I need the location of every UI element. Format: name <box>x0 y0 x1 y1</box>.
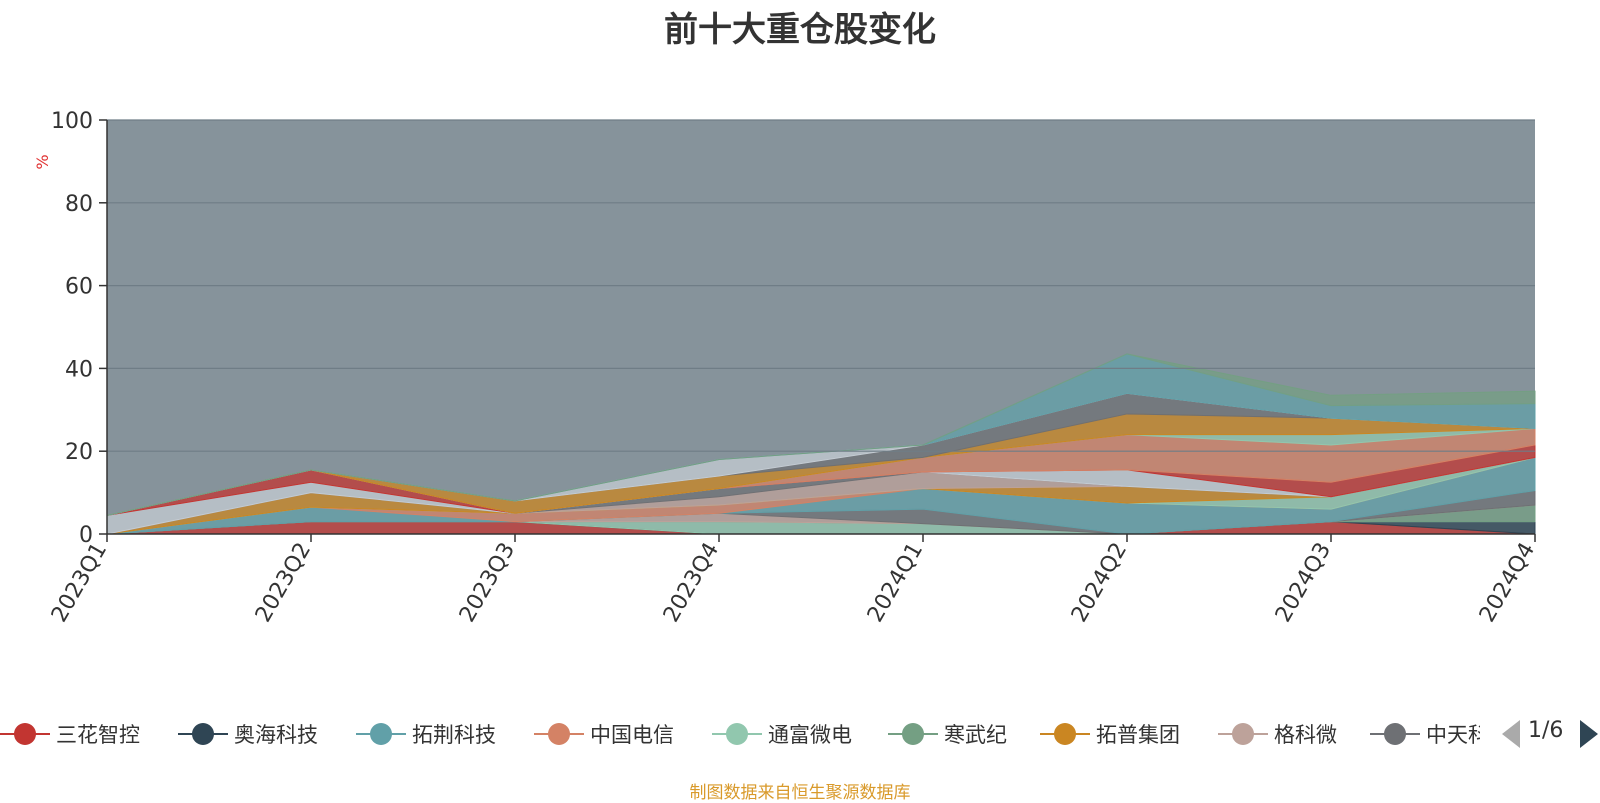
legend-label: 拓普集团 <box>1096 723 1180 747</box>
legend-item[interactable]: 奥海科技 <box>178 712 318 756</box>
legend-item[interactable]: 中天科技 <box>1370 712 1480 756</box>
legend-label: 中国电信 <box>590 723 674 747</box>
grid-lines <box>107 119 1535 452</box>
y-tick-label: 0 <box>79 523 93 548</box>
legend-marker-icon <box>356 723 406 745</box>
legend-label: 奥海科技 <box>234 723 318 747</box>
legend-marker-icon <box>534 723 584 745</box>
legend-label: 通富微电 <box>768 723 852 747</box>
legend-pager: 1/6 <box>1496 716 1600 752</box>
source-note: 制图数据来自恒生聚源数据库 <box>689 783 911 803</box>
x-tick-label: 2023Q3 <box>455 539 520 627</box>
legend: 三花智控 奥海科技 拓荆科技 中国电信 通富微电 寒武纪 拓普集团 格科微 中天科技 <box>0 712 1480 756</box>
x-tick-label: 2024Q4 <box>1475 539 1540 627</box>
chart-title: 前十大重仓股变化 <box>664 10 936 50</box>
area-layers <box>106 353 1536 535</box>
legend-item[interactable]: 寒武纪 <box>888 712 1007 756</box>
legend-label: 拓荆科技 <box>412 723 496 747</box>
legend-item[interactable]: 拓普集团 <box>1040 712 1180 756</box>
legend-next-page-button[interactable] <box>1580 720 1598 748</box>
y-tick-label: 20 <box>65 440 93 465</box>
x-tick-label: 2024Q1 <box>863 539 928 627</box>
legend-prev-page-button[interactable] <box>1502 720 1520 748</box>
y-tick-label: 40 <box>65 357 93 382</box>
x-tick-label: 2023Q4 <box>659 539 724 627</box>
legend-marker-icon <box>0 723 50 745</box>
legend-page-indicator: 1/6 <box>1528 718 1564 743</box>
chart-area: 0 20 40 60 80 100 2023Q1 2023Q2 2023Q3 2023Q4 2024… <box>33 109 1540 627</box>
legend-item[interactable]: 三花智控 <box>0 712 140 756</box>
legend-marker-icon <box>1370 723 1420 745</box>
legend-label: 中天科技 <box>1426 723 1480 747</box>
legend-item[interactable]: 中国电信 <box>534 712 674 756</box>
legend-label: 寒武纪 <box>944 723 1007 747</box>
legend-label: 三花智控 <box>56 723 140 747</box>
legend-marker-icon <box>712 723 762 745</box>
x-tick-label: 2023Q1 <box>47 539 112 627</box>
legend-marker-icon <box>178 723 228 745</box>
y-tick-label: 60 <box>65 275 93 300</box>
x-tick-label: 2023Q2 <box>251 539 316 627</box>
y-tick-label: 100 <box>51 109 93 134</box>
legend-item[interactable]: 格科微 <box>1218 712 1337 756</box>
x-tick-label: 2024Q3 <box>1271 539 1336 627</box>
legend-label: 格科微 <box>1274 723 1337 747</box>
legend-marker-icon <box>888 723 938 745</box>
y-tick-label: 80 <box>65 192 93 217</box>
legend-item[interactable]: 通富微电 <box>712 712 852 756</box>
legend-marker-icon <box>1218 723 1268 745</box>
x-tick-label: 2024Q2 <box>1067 539 1132 627</box>
legend-marker-icon <box>1040 723 1090 745</box>
area-s39 <box>106 353 1536 516</box>
y-axis-label: % <box>33 154 52 169</box>
legend-item[interactable]: 拓荆科技 <box>356 712 496 756</box>
